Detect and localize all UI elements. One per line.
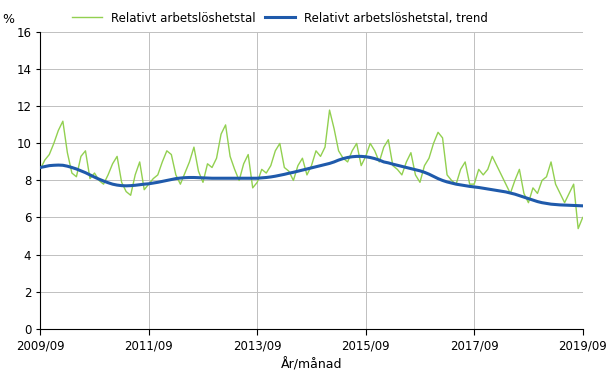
Relativt arbetslöshetstal (267, 163, 274, 168)
Relativt arbetslöshetstal, trend (407, 166, 414, 171)
Relativt arbetslöshetstal, trend (353, 154, 360, 159)
Relativt arbetslöshetstal, trend (380, 160, 387, 164)
Line: Relativt arbetslöshetstal, trend: Relativt arbetslöshetstal, trend (41, 156, 583, 206)
Relativt arbetslöshetstal, trend (91, 175, 98, 180)
Relativt arbetslöshetstal (547, 160, 554, 164)
Relativt arbetslöshetstal, trend (267, 175, 274, 179)
Line: Relativt arbetslöshetstal: Relativt arbetslöshetstal (41, 110, 583, 229)
Text: %: % (2, 13, 14, 26)
X-axis label: År/månad: År/månad (281, 358, 342, 371)
Relativt arbetslöshetstal (407, 150, 414, 155)
Relativt arbetslöshetstal, trend (37, 165, 44, 170)
Relativt arbetslöshetstal, trend (547, 202, 554, 206)
Legend: Relativt arbetslöshetstal, Relativt arbetslöshetstal, trend: Relativt arbetslöshetstal, Relativt arbe… (68, 7, 492, 29)
Relativt arbetslöshetstal (575, 226, 582, 231)
Relativt arbetslöshetstal (579, 215, 586, 220)
Relativt arbetslöshetstal (326, 108, 333, 112)
Relativt arbetslöshetstal (37, 167, 44, 172)
Relativt arbetslöshetstal, trend (579, 204, 586, 208)
Relativt arbetslöshetstal (163, 149, 171, 153)
Relativt arbetslöshetstal (380, 145, 387, 149)
Relativt arbetslöshetstal (91, 171, 98, 175)
Relativt arbetslöshetstal, trend (163, 178, 171, 183)
